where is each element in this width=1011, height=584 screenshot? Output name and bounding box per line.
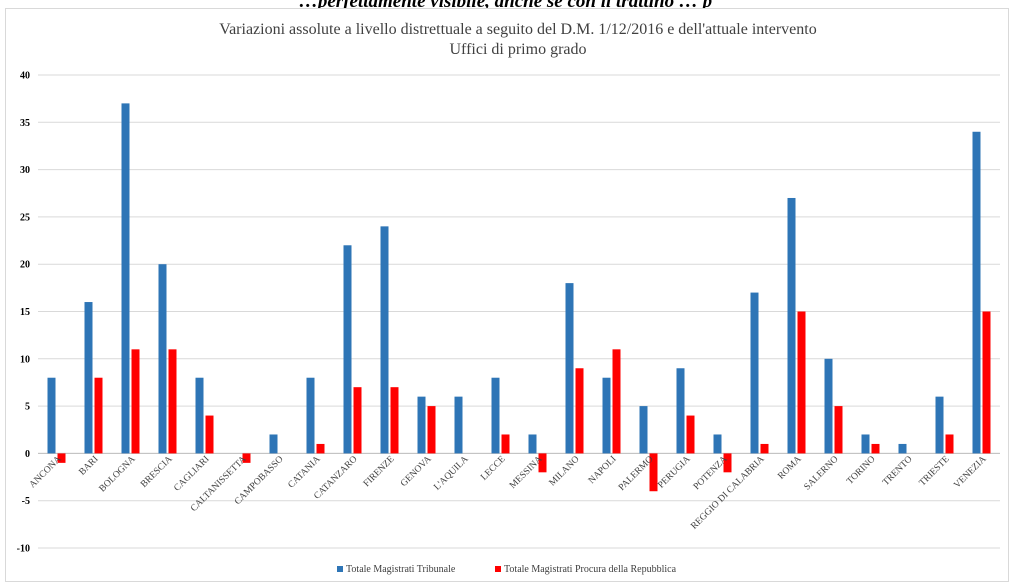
bar-procura — [982, 311, 991, 454]
x-tick-label: POTENZA — [692, 454, 730, 492]
bar-procura — [94, 377, 103, 454]
y-tick-label: 20 — [20, 260, 30, 271]
y-tick-label: 5 — [25, 402, 30, 413]
bar-procura — [538, 453, 547, 473]
x-tick-label: BOLOGNA — [98, 454, 138, 494]
bar-tribunale — [84, 302, 93, 454]
legend-label: Totale Magistrati Tribunale — [346, 564, 456, 575]
x-tick-label: SALERNO — [803, 454, 841, 492]
x-tick-label: CATANIA — [287, 454, 323, 490]
bar-procura — [760, 443, 769, 454]
bar-tribunale — [380, 226, 389, 454]
x-tick-label: FIRENZE — [362, 454, 397, 489]
bar-tribunale — [491, 377, 500, 454]
bar-procura — [316, 443, 325, 454]
y-tick-label: -5 — [22, 496, 30, 507]
x-tick-label: BARI — [77, 454, 100, 477]
y-axis-ticks: -10 -5 0 5 10 15 20 25 30 35 40 — [17, 71, 30, 555]
bar-tribunale — [898, 443, 907, 454]
x-tick-label: CAGLIARI — [172, 454, 211, 493]
bar-procura — [353, 387, 362, 454]
y-tick-label: 25 — [20, 212, 30, 223]
chart-title: Variazioni assolute a livello distrettua… — [219, 21, 816, 38]
x-tick-label: NAPOLI — [587, 454, 619, 486]
bar-tribunale — [121, 103, 130, 454]
bar-tribunale — [343, 245, 352, 454]
bar-procura — [57, 453, 66, 463]
chart-frame — [5, 8, 1009, 582]
legend-swatch — [495, 566, 501, 572]
x-tick-label: ROMA — [776, 454, 803, 481]
y-tick-label: 35 — [20, 118, 30, 129]
x-tick-label: VENEZIA — [952, 454, 988, 490]
y-tick-label: 10 — [20, 354, 30, 365]
x-tick-label: GENOVA — [399, 454, 434, 489]
y-tick-label: 30 — [20, 165, 30, 176]
x-tick-label: TRIESTE — [918, 454, 952, 488]
bar-tribunale — [639, 406, 648, 454]
bar-tribunale — [824, 358, 833, 454]
x-tick-label: MILANO — [548, 454, 582, 488]
y-tick-label: 40 — [20, 71, 30, 82]
bar-procura — [834, 406, 843, 454]
bar-procura — [871, 443, 880, 454]
bar-tribunale — [565, 283, 574, 454]
x-tick-label: MESSINA — [508, 454, 545, 491]
bar-procura — [205, 415, 214, 454]
y-tick-label: -10 — [17, 544, 30, 555]
bar-procura — [168, 349, 177, 454]
x-tick-label: BRESCIA — [139, 454, 175, 490]
x-tick-label: TORINO — [845, 454, 877, 486]
bar-procura — [797, 311, 806, 454]
bar-tribunale — [861, 434, 870, 454]
bar-tribunale — [787, 197, 796, 454]
bar-tribunale — [47, 377, 56, 454]
x-tick-label: ANCONA — [28, 454, 64, 490]
y-tick-label: 15 — [20, 307, 30, 318]
legend: Totale Magistrati Tribunale Totale Magist… — [337, 564, 677, 575]
bar-tribunale — [750, 292, 759, 454]
legend-label: Totale Magistrati Procura della Repubbli… — [504, 564, 677, 575]
bar-procura — [612, 349, 621, 454]
bar-tribunale — [972, 131, 981, 454]
bar-tribunale — [676, 368, 685, 454]
bar-tribunale — [713, 434, 722, 454]
bar-tribunale — [454, 396, 463, 454]
bar-procura — [686, 415, 695, 454]
x-tick-label: L'AQUILA — [432, 454, 470, 492]
legend-swatch — [337, 566, 343, 572]
bar-procura — [131, 349, 140, 454]
bar-tribunale — [602, 377, 611, 454]
y-tick-label: 0 — [25, 449, 30, 460]
bar-tribunale — [417, 396, 426, 454]
bar-tribunale — [935, 396, 944, 454]
bar-procura — [390, 387, 399, 454]
bar-tribunale — [158, 264, 167, 454]
bar-procura — [649, 453, 658, 492]
bar-tribunale — [528, 434, 537, 454]
x-tick-label: LECCE — [479, 454, 507, 482]
bar-procura — [427, 406, 436, 454]
bar-procura — [945, 434, 954, 454]
bar-tribunale — [306, 377, 315, 454]
bar-procura — [575, 368, 584, 454]
bar-tribunale — [269, 434, 278, 454]
bars — [47, 103, 991, 492]
bar-tribunale — [195, 377, 204, 454]
bar-procura — [501, 434, 510, 454]
bar-procura — [723, 453, 732, 473]
chart-subtitle: Uffici di primo grado — [449, 41, 586, 58]
x-tick-label: PERUGIA — [656, 454, 692, 490]
x-tick-label: TRENTO — [881, 454, 915, 488]
bar-procura — [242, 453, 251, 463]
